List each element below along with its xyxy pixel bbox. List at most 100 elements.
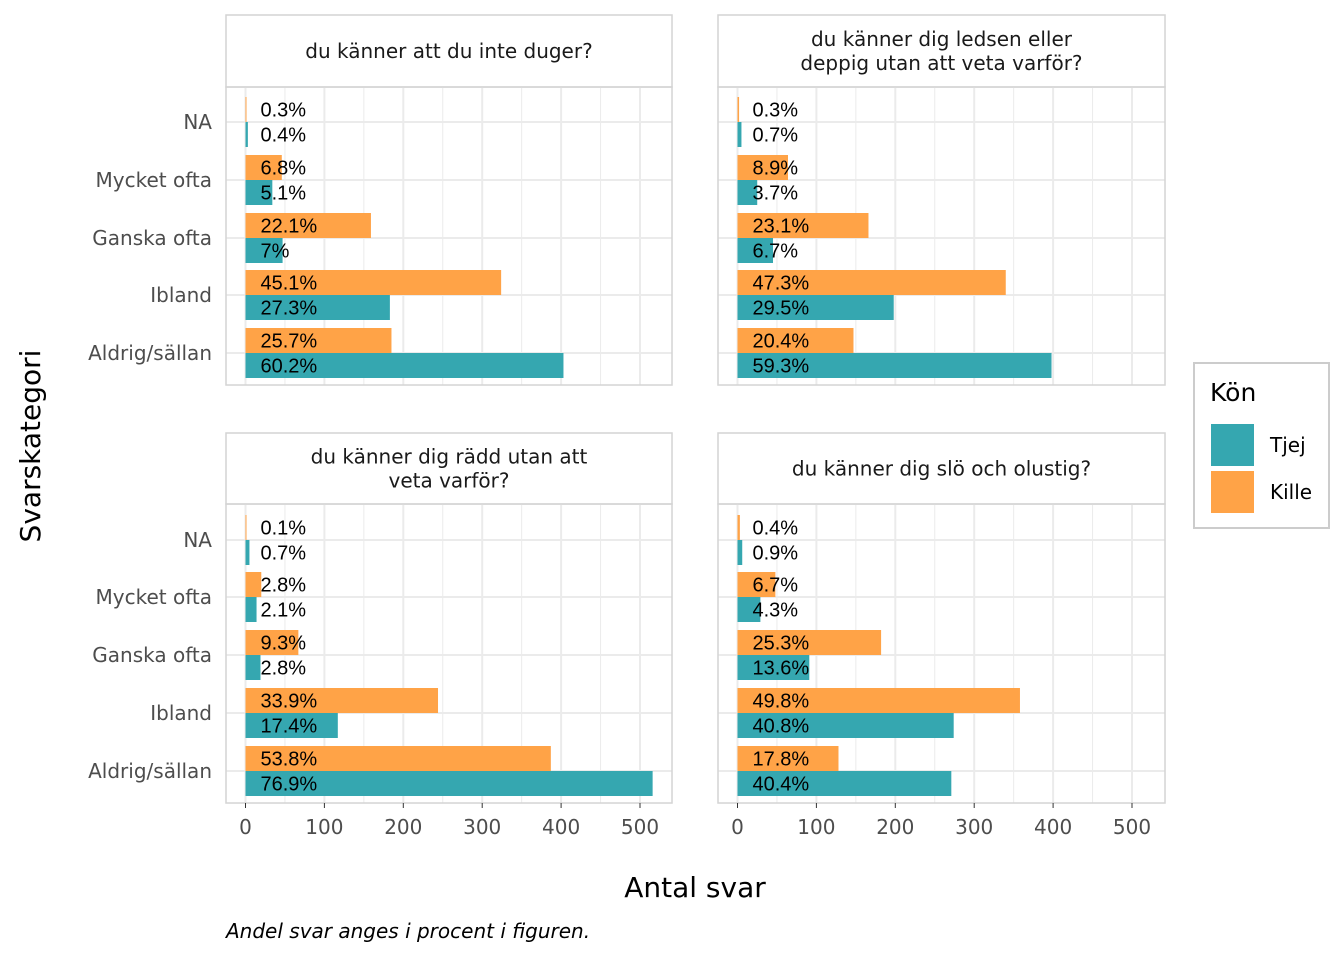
bar-label-kille: 0.3%: [261, 100, 307, 122]
bar-label-kille: 6.8%: [261, 158, 307, 180]
bar-kille: [245, 515, 247, 540]
legend-title: Kön: [1210, 378, 1256, 407]
panel-1: du känner att du inte duger? 0.3% 0.4% 6.8%…: [88, 14, 673, 386]
bar-tjej: [245, 122, 248, 147]
bar-label-tjej: 29.5%: [753, 298, 810, 320]
legend-swatch-tjej: [1211, 424, 1254, 466]
panel-strip: [717, 14, 1166, 88]
bar-kille: [245, 270, 502, 295]
bar-tjej: [737, 597, 761, 622]
category-label: Ganska ofta: [92, 226, 212, 250]
bar-label-tjej: 2.8%: [261, 658, 307, 680]
bar-label-tjej: 6.7%: [753, 241, 799, 263]
category-label: Ibland: [150, 701, 212, 725]
bar-label-tjej: 27.3%: [261, 298, 318, 320]
bar-tjej: [737, 540, 743, 565]
category-label: Mycket ofta: [96, 168, 212, 192]
bar-tjej: [245, 295, 390, 320]
bar-tjej: [737, 295, 894, 320]
bar-label-kille: 8.9%: [753, 158, 799, 180]
x-tick-label: 100: [305, 815, 343, 839]
x-tick-label: 0: [239, 815, 252, 839]
panel-title: deppig utan att veta varför?: [800, 51, 1082, 75]
bar-kille: [737, 515, 740, 540]
panel-4: du känner dig slö och olustig? 0.4% 0.9% 6.…: [717, 432, 1166, 839]
bar-kille: [245, 328, 392, 353]
category-label: Aldrig/sällan: [88, 341, 212, 365]
bar-label-tjej: 40.8%: [753, 716, 810, 738]
panel-border: [225, 503, 673, 804]
bar-label-tjej: 59.3%: [753, 356, 810, 378]
bar-kille: [737, 155, 788, 180]
bar-label-tjej: 0.7%: [753, 125, 799, 147]
bar-tjej: [737, 655, 810, 680]
x-tick-label: 500: [621, 815, 659, 839]
bar-label-kille: 33.9%: [261, 691, 318, 713]
panel-border: [717, 86, 1166, 386]
bar-tjej: [245, 353, 564, 378]
bar-label-tjej: 3.7%: [753, 183, 799, 205]
bar-kille: [737, 97, 740, 122]
panel-title: du känner dig slö och olustig?: [792, 457, 1091, 481]
bar-tjej: [245, 713, 338, 738]
bar-label-tjej: 2.1%: [261, 600, 307, 622]
category-label: Aldrig/sällan: [88, 759, 212, 783]
bar-label-kille: 17.8%: [753, 749, 810, 771]
bar-label-kille: 0.3%: [753, 100, 799, 122]
bar-label-kille: 0.4%: [753, 518, 799, 540]
bar-label-kille: 45.1%: [261, 273, 318, 295]
bar-kille: [737, 630, 882, 655]
bar-tjej: [245, 540, 250, 565]
panel-border: [717, 503, 1166, 804]
bar-tjej: [245, 655, 261, 680]
bar-tjej: [737, 771, 952, 796]
bar-tjej: [245, 597, 257, 622]
x-tick-label: 400: [1034, 815, 1072, 839]
bar-tjej: [245, 771, 653, 796]
bar-label-kille: 25.7%: [261, 331, 318, 353]
bar-tjej: [737, 713, 954, 738]
bar-label-kille: 25.3%: [753, 633, 810, 655]
bar-kille: [737, 746, 839, 771]
panel-strip: [225, 14, 673, 88]
x-tick-label: 200: [876, 815, 914, 839]
legend-swatch-kille: [1211, 471, 1254, 513]
bar-label-tjej: 7%: [261, 241, 290, 263]
bar-kille: [245, 630, 299, 655]
x-axis-title: Antal svar: [624, 871, 766, 904]
x-tick-label: 100: [797, 815, 835, 839]
bar-label-tjej: 0.4%: [261, 125, 307, 147]
bar-label-tjej: 76.9%: [261, 774, 318, 796]
bar-label-kille: 49.8%: [753, 691, 810, 713]
y-axis-title: Svarskategori: [14, 350, 47, 543]
panel-border: [225, 86, 673, 386]
bar-label-kille: 23.1%: [753, 216, 810, 238]
bar-label-kille: 22.1%: [261, 216, 318, 238]
bar-label-tjej: 60.2%: [261, 356, 318, 378]
x-tick-label: 300: [955, 815, 993, 839]
bar-label-tjej: 0.7%: [261, 543, 307, 565]
bar-kille: [245, 213, 371, 238]
category-label: Ibland: [150, 283, 212, 307]
panel-strip: [717, 432, 1166, 505]
bar-kille: [245, 572, 262, 597]
bar-kille: [737, 213, 869, 238]
bar-tjej: [737, 238, 774, 263]
bar-label-tjej: 4.3%: [753, 600, 799, 622]
bar-label-kille: 9.3%: [261, 633, 307, 655]
x-tick-label: 300: [463, 815, 501, 839]
bar-kille: [737, 572, 776, 597]
bar-tjej: [245, 238, 283, 263]
bar-label-tjej: 17.4%: [261, 716, 318, 738]
bar-tjej: [245, 180, 273, 205]
bar-kille: [737, 688, 1020, 713]
bar-kille: [737, 328, 854, 353]
bar-kille: [245, 97, 247, 122]
bar-label-kille: 0.1%: [261, 518, 307, 540]
bar-kille: [245, 688, 439, 713]
panel-title: du känner dig ledsen eller: [811, 27, 1073, 51]
category-label: Ganska ofta: [92, 643, 212, 667]
